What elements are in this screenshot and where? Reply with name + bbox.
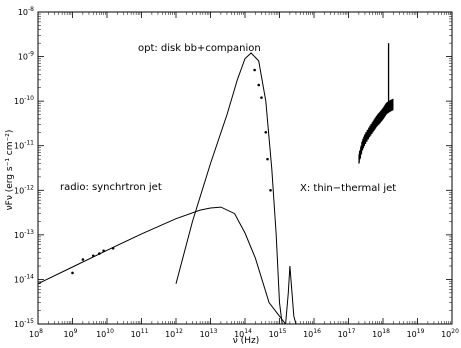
data-point — [91, 254, 95, 258]
x-tick-label: 1011 — [131, 328, 149, 339]
y-tick-label: 10-10 — [14, 95, 34, 106]
x-tick-label: 1017 — [338, 328, 356, 339]
data-point — [264, 130, 268, 134]
data-point — [266, 157, 269, 161]
annotation-xray: X: thin−thermal jet — [300, 183, 396, 194]
data-point — [260, 96, 263, 99]
data-point — [253, 68, 256, 72]
annotation-optical: opt: disk bb+companion — [138, 43, 261, 54]
y-tick-label: 10-11 — [14, 140, 34, 151]
y-tick-label: 10-15 — [14, 318, 34, 329]
x-tick-label: 109 — [63, 328, 77, 339]
data-point — [257, 83, 261, 87]
y-axis-label: νFν (erg s⁻¹ cm⁻²) — [5, 130, 15, 211]
x-tick-label: 1018 — [372, 328, 390, 339]
x-tick-label: 1013 — [200, 328, 218, 339]
x-tick-label: 1015 — [269, 328, 287, 339]
annotation-radio: radio: synchrtron jet — [60, 182, 162, 193]
x-tick-label: 1016 — [303, 328, 321, 339]
x-tick-label: 1014 — [234, 328, 252, 339]
x-tick-label: 108 — [29, 328, 43, 339]
x-axis-label: ν (Hz) — [233, 336, 259, 346]
data-point — [269, 188, 272, 192]
y-tick-label: 10-9 — [18, 51, 34, 62]
data-point — [102, 249, 105, 253]
data-point — [81, 258, 85, 261]
y-tick-label: 10-13 — [14, 229, 34, 240]
data-point — [98, 252, 101, 255]
x-tick-label: 1020 — [441, 328, 459, 339]
series-line-0 — [37, 206, 286, 325]
series-line-2 — [285, 265, 297, 325]
x-tick-label: 1010 — [96, 328, 114, 339]
xray-spectrum-band — [358, 98, 394, 164]
data-point — [111, 246, 115, 250]
x-tick-label: 1019 — [407, 328, 425, 339]
y-tick-label: 10-8 — [18, 6, 34, 17]
data-point — [71, 271, 74, 275]
y-tick-label: 10-12 — [14, 184, 34, 195]
y-tick-label: 10-14 — [14, 273, 34, 284]
x-tick-label: 1012 — [165, 328, 183, 339]
series-line-1 — [175, 52, 283, 325]
